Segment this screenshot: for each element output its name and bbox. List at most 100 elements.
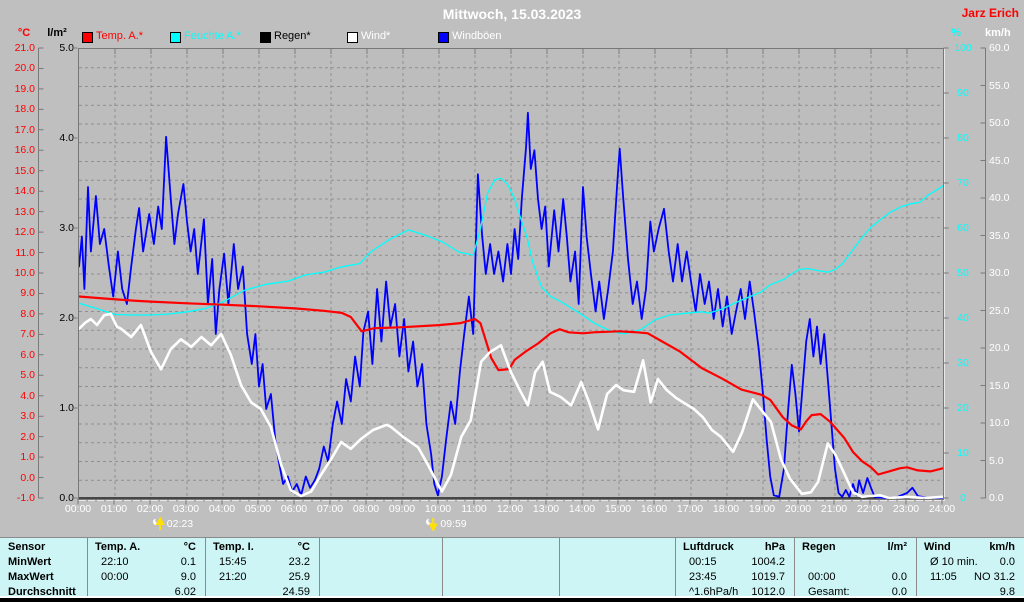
humidity-axis-tick-label: 90 [957, 87, 969, 99]
gusts-swatch-icon [438, 32, 449, 43]
x-axis-tick-label: 10:00 [424, 503, 452, 515]
legend-label-gusts: Windböen [452, 30, 502, 42]
temp-axis-tick-label: 3.0 [20, 410, 35, 423]
table-cell-time: 15:45 [219, 556, 247, 568]
table-row-label: Sensor [8, 541, 46, 553]
x-axis-tick-label: 05:00 [244, 503, 272, 515]
temp-swatch-icon [82, 32, 93, 43]
x-axis-tick-label: 14:00 [568, 503, 596, 515]
table-row-label: MaxWert [8, 571, 54, 583]
wind-axis-tick-label: 60.0 [989, 42, 1010, 54]
legend-label-rain: Regen* [274, 30, 311, 42]
x-axis-tick-label: 23:00 [892, 503, 920, 515]
temp-axis-tick-label: 7.0 [20, 328, 35, 341]
temp-axis-tick-label: 0.0 [20, 471, 35, 484]
table-column-separator [794, 538, 795, 597]
humidity-axis-tick-label: 100 [954, 42, 972, 54]
temp-axis-tick-label: -1.0 [16, 492, 35, 504]
wind-axis-tick-label: 10.0 [989, 417, 1010, 429]
humidity-axis-tick-label: 30 [957, 357, 969, 369]
wind-axis-tick-label: 35.0 [989, 229, 1010, 242]
x-axis-tick-label: 02:00 [136, 503, 164, 515]
x-axis-tick-label: 11:00 [461, 503, 487, 515]
temp-axis-tick-label: 19.0 [14, 82, 35, 95]
table-col-header: Temp. I. [213, 541, 254, 553]
temp-axis-tick-label: 11.0 [15, 246, 35, 259]
wind-axis-tick-label: 15.0 [989, 379, 1010, 392]
table-cell-time: 22:10 [101, 556, 129, 568]
table-col-header: Luftdruck [683, 541, 734, 553]
x-axis-tick-label: 17:00 [676, 503, 704, 515]
table-col-unit: °C [297, 541, 310, 553]
wind-axis-tick-label: 20.0 [989, 342, 1010, 354]
wind-axis-tick-label: 25.0 [989, 304, 1010, 317]
temp-axis-tick-label: 17.0 [14, 123, 35, 136]
table-cell-time: 00:00 [101, 571, 129, 583]
x-axis-tick-label: 22:00 [856, 503, 884, 515]
wind-axis-tick-label: 0.0 [989, 492, 1004, 504]
table-column-separator [675, 538, 676, 597]
station-name: Jarz Erich [961, 6, 1019, 20]
temp-axis-tick-label: 6.0 [20, 348, 35, 361]
table-cell-value: 23.2 [288, 556, 310, 568]
x-axis-tick-label: 08:00 [352, 503, 380, 515]
table-cell-value: 25.9 [288, 571, 310, 583]
humidity-axis-tick-label: 40 [957, 312, 969, 324]
table-cell-time: ^1.6hPa/h [689, 586, 739, 598]
table-column-separator [442, 538, 443, 597]
table-column-separator [319, 538, 320, 597]
temp-axis-tick-label: 18.0 [14, 103, 35, 116]
moonrise-time: 02:23 [166, 518, 194, 530]
humidity-axis-tick-label: 20 [957, 402, 969, 414]
top-hour-ticks [114, 49, 908, 54]
rain-swatch-icon [260, 32, 271, 43]
table-column-separator [916, 538, 917, 597]
humidity-axis-tick-label: 60 [957, 222, 969, 234]
x-axis-tick-label: 00:00 [64, 503, 92, 515]
legend-label-temp: Temp. A.* [96, 30, 144, 42]
x-axis-tick-label: 04:00 [208, 503, 236, 515]
temp-axis-tick-label: 5.0 [20, 369, 35, 382]
wind-axis-tick-label: 50.0 [989, 117, 1010, 129]
table-cell-value: 1019.7 [751, 571, 785, 583]
x-axis-tick-label: 06:00 [280, 503, 308, 515]
table-cell-time: 00:00 [808, 571, 836, 583]
table-cell-time: Gesamt: [808, 586, 850, 598]
rain-axis-tick-label: 2.0 [59, 312, 74, 324]
stats-table: Sensor MinWert MaxWert Durchschnitt Temp. A.… [0, 537, 1024, 598]
table-cell-value: 1012.0 [751, 586, 785, 598]
x-axis-tick-label: 01:00 [100, 503, 128, 515]
temp-axis-tick-label: 13.0 [14, 205, 35, 218]
rain-axis-tick-label: 3.0 [59, 222, 74, 234]
rain-axis-tick-label: 1.0 [59, 402, 74, 414]
table-col-unit: hPa [764, 541, 785, 553]
humidity-axis-tick-label: 80 [957, 132, 969, 144]
x-axis-tick-label: 15:00 [604, 503, 632, 515]
rain-axis-unit: l/m² [47, 27, 67, 39]
humidity-axis-tick-label: 10 [957, 447, 969, 459]
table-col-header: Regen [802, 541, 836, 553]
wind-axis-unit: km/h [985, 27, 1011, 39]
wind-axis-tick-label: 45.0 [989, 154, 1010, 167]
moonset-icon [426, 517, 439, 533]
x-axis-tick-label: 21:00 [820, 503, 848, 515]
wind-axis-tick-label: 5.0 [989, 454, 1004, 467]
moonset-time: 09:59 [440, 518, 467, 530]
table-row-label: MinWert [8, 556, 52, 568]
table-cell-value: 24.59 [282, 586, 310, 598]
table-column-separator [559, 538, 560, 597]
page-title: Mittwoch, 15.03.2023 [442, 6, 582, 22]
chart-canvas [79, 49, 943, 499]
table-cell-value: 6.02 [174, 586, 196, 598]
plot-area[interactable] [78, 48, 944, 500]
table-cell-value: 0.1 [180, 556, 196, 568]
table-cell-value: 9.0 [180, 571, 196, 583]
x-axis-tick-label: 19:00 [748, 503, 776, 515]
temp-axis-tick-label: 20.0 [14, 62, 35, 75]
table-bottom-highlight [0, 596, 1024, 598]
x-axis-tick-label: 03:00 [172, 503, 200, 515]
temp-axis-tick-label: 2.0 [20, 430, 35, 443]
x-axis-tick-label: 13:00 [532, 503, 560, 515]
table-col-header: Temp. A. [95, 541, 141, 553]
temp-axis-tick-label: 8.0 [20, 307, 35, 320]
